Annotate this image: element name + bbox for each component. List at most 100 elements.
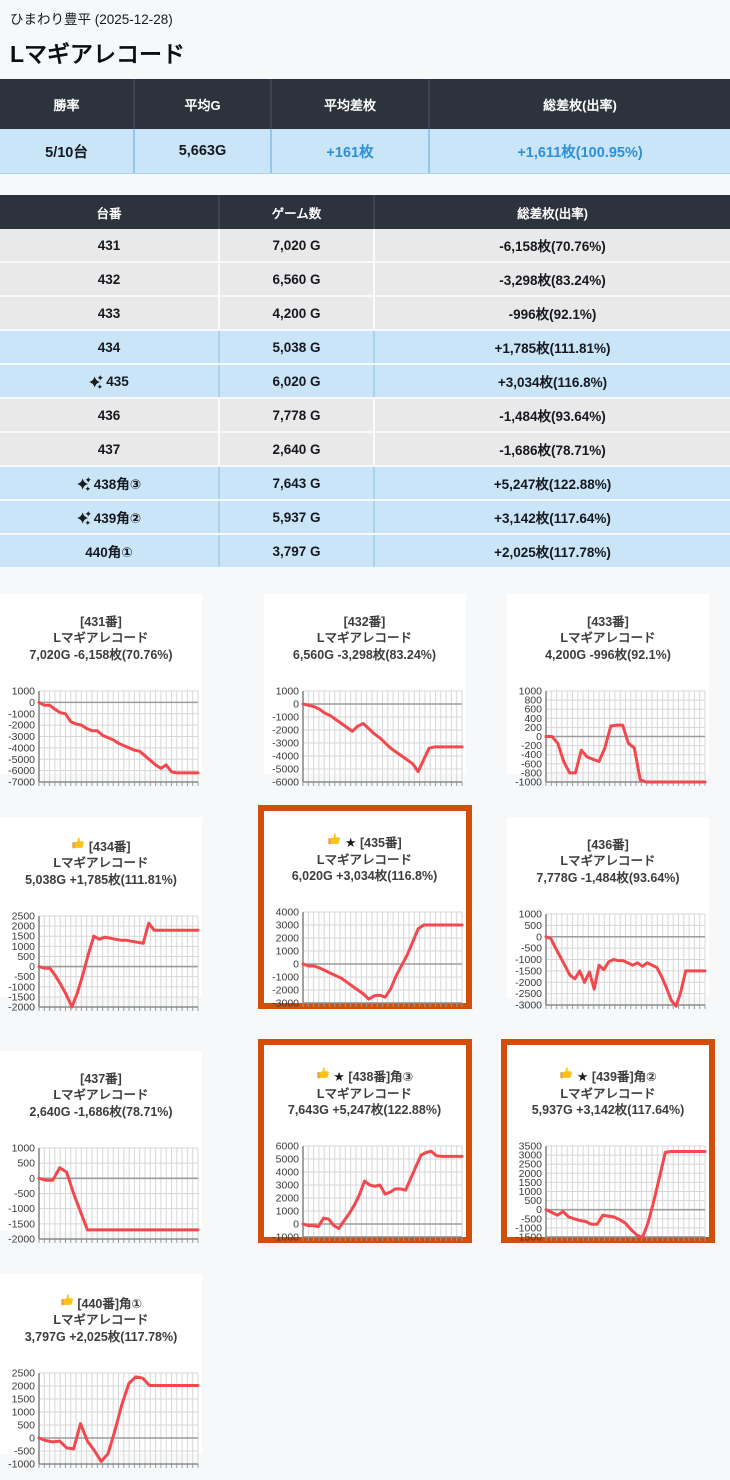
svg-text:0: 0 — [293, 959, 299, 971]
dai-cell: 436 — [0, 399, 220, 431]
sparkles-icon — [76, 476, 92, 492]
chart-title: [432番] Lマギアレコード 6,560G -3,298枚(83.24%) — [264, 594, 466, 663]
svg-text:-1000: -1000 — [515, 954, 542, 966]
thumbs-up-icon — [71, 836, 85, 850]
table-row[interactable]: 433 4,200 G -996枚(92.1%) — [0, 297, 730, 329]
diff-cell: -1,484枚(93.64%) — [499, 409, 606, 424]
dai-cell: 439角② — [0, 501, 220, 533]
svg-text:500: 500 — [524, 1195, 542, 1207]
dai-cell: 438角③ — [0, 467, 220, 499]
diff-cell: +1,785枚(111.81%) — [494, 341, 611, 356]
svg-text:4000: 4000 — [275, 907, 299, 919]
svg-text:0: 0 — [536, 931, 542, 943]
chart-card[interactable]: [437番] Lマギアレコード 2,640G -1,686枚(78.71%) 1… — [0, 1051, 202, 1245]
chart-title: [434番] Lマギアレコード 5,038G +1,785枚(111.81%) — [0, 817, 202, 888]
chart-card[interactable]: ★ [438番]角③ Lマギアレコード 7,643G +5,247枚(122.8… — [257, 1039, 472, 1244]
summary-value-avg-games: 5,663G — [135, 129, 272, 173]
chart-cell: ★ [435番] Lマギアレコード 6,020G +3,034枚(116.8%)… — [243, 805, 486, 1010]
table-row[interactable]: 439角② 5,937 G +3,142枚(117.64%) — [0, 501, 730, 533]
dai-cell: 431 — [0, 229, 220, 261]
svg-text:0: 0 — [29, 1173, 35, 1185]
svg-text:-1500: -1500 — [8, 1218, 35, 1230]
summary-header-winrate: 勝率 — [0, 79, 135, 129]
chart-card[interactable]: ★ [435番] Lマギアレコード 6,020G +3,034枚(116.8%)… — [257, 805, 472, 1010]
table-row[interactable]: 437 2,640 G -1,686枚(78.71%) — [0, 433, 730, 465]
summary-value-row: 5/10台 5,663G +161枚 +1,611枚(100.95%) — [0, 129, 730, 174]
table-row[interactable]: 432 6,560 G -3,298枚(83.24%) — [0, 263, 730, 295]
svg-text:-2000: -2000 — [8, 1001, 35, 1013]
svg-text:2000: 2000 — [519, 1168, 543, 1180]
svg-text:1000: 1000 — [519, 909, 543, 921]
chart-title: ★ [435番] Lマギアレコード 6,020G +3,034枚(116.8%) — [264, 811, 466, 884]
summary-header-row: 勝率 平均G 平均差枚 総差枚(出率) — [0, 79, 730, 129]
table-row[interactable]: 431 7,020 G -6,158枚(70.76%) — [0, 229, 730, 261]
chart-card[interactable]: [440番]角① Lマギアレコード 3,797G +2,025枚(117.78%… — [0, 1274, 202, 1470]
svg-text:1000: 1000 — [519, 686, 543, 698]
chart-dai-label: [439番]角② — [591, 1070, 657, 1084]
chart-cell: [432番] Lマギアレコード 6,560G -3,298枚(83.24%) 1… — [243, 593, 486, 788]
chart-card[interactable]: [436番] Lマギアレコード 7,778G -1,484枚(93.64%) 1… — [507, 817, 709, 1011]
machine-table-header-games: ゲーム数 — [220, 195, 375, 229]
svg-text:-1500: -1500 — [515, 965, 542, 977]
chart-result-label: 7,778G -1,484枚(93.64%) — [536, 870, 680, 885]
svg-text:-6000: -6000 — [8, 765, 35, 777]
svg-text:-500: -500 — [14, 1445, 35, 1457]
svg-text:-800: -800 — [521, 767, 542, 779]
chart-card[interactable]: [433番] Lマギアレコード 4,200G -996枚(92.1%) 1000… — [507, 594, 709, 788]
chart-machine-name: Lマギアレコード — [53, 1088, 149, 1103]
star-icon: ★ — [344, 835, 357, 850]
thumbs-up-icon — [559, 1066, 573, 1080]
chart-result-label: 4,200G -996枚(92.1%) — [545, 647, 671, 662]
svg-text:500: 500 — [17, 1419, 35, 1431]
thumbs-up-icon — [316, 1066, 330, 1080]
svg-text:0: 0 — [29, 961, 35, 973]
dai-cell: 437 — [0, 433, 220, 465]
svg-text:2500: 2500 — [519, 1159, 543, 1171]
summary-header-avg-games: 平均G — [135, 79, 272, 129]
svg-text:-2000: -2000 — [272, 724, 299, 736]
machine-number: 433 — [97, 305, 121, 321]
svg-text:1500: 1500 — [12, 1393, 36, 1405]
chart-cell: [434番] Lマギアレコード 5,038G +1,785枚(111.81%) … — [0, 805, 243, 1013]
dai-cell: 432 — [0, 263, 220, 295]
svg-text:-1500: -1500 — [8, 991, 35, 1003]
chart-card[interactable]: [431番] Lマギアレコード 7,020G -6,158枚(70.76%) 1… — [0, 594, 202, 788]
diff-cell: -6,158枚(70.76%) — [499, 239, 606, 254]
machine-table-header-diff: 総差枚(出率) — [517, 206, 588, 221]
star-icon: ★ — [333, 1069, 345, 1084]
machine-number: 436 — [97, 407, 121, 423]
summary-value-avg-diff: +161枚 — [272, 129, 430, 173]
svg-text:6000: 6000 — [275, 1141, 299, 1153]
chart-cell: [433番] Lマギアレコード 4,200G -996枚(92.1%) 1000… — [486, 593, 730, 788]
svg-text:2500: 2500 — [12, 1368, 36, 1380]
chart-dai-label: [436番] — [587, 838, 629, 852]
table-row[interactable]: 434 5,038 G +1,785枚(111.81%) — [0, 331, 730, 363]
dai-cell: 435 — [0, 365, 220, 397]
table-row[interactable]: 436 7,778 G -1,484枚(93.64%) — [0, 399, 730, 431]
table-row[interactable]: 438角③ 7,643 G +5,247枚(122.88%) — [0, 467, 730, 499]
table-row[interactable]: 440角① 3,797 G +2,025枚(117.78%) — [0, 535, 730, 567]
table-row[interactable]: 435 6,020 G +3,034枚(116.8%) — [0, 365, 730, 397]
chart-title: [431番] Lマギアレコード 7,020G -6,158枚(70.76%) — [0, 594, 202, 663]
svg-text:2000: 2000 — [275, 1193, 299, 1205]
chart-card[interactable]: ★ [439番]角② Lマギアレコード 5,937G +3,142枚(117.6… — [501, 1039, 715, 1244]
svg-text:200: 200 — [524, 722, 542, 734]
summary-table: 勝率 平均G 平均差枚 総差枚(出率) 5/10台 5,663G +161枚 +… — [0, 79, 730, 174]
svg-text:1000: 1000 — [12, 1143, 36, 1155]
svg-text:0: 0 — [29, 697, 35, 709]
svg-text:-2500: -2500 — [515, 988, 542, 1000]
chart-dai-label: [432番] — [343, 615, 386, 629]
chart-result-label: 3,797G +2,025枚(117.78%) — [24, 1329, 178, 1344]
chart-result-label: 2,640G -1,686枚(78.71%) — [29, 1104, 173, 1119]
chart-card[interactable]: [432番] Lマギアレコード 6,560G -3,298枚(83.24%) 1… — [263, 594, 466, 788]
chart-result-label: 6,020G +3,034枚(116.8%) — [291, 869, 438, 884]
chart-title: [440番]角① Lマギアレコード 3,797G +2,025枚(117.78%… — [0, 1274, 202, 1345]
chart-card[interactable]: [434番] Lマギアレコード 5,038G +1,785枚(111.81%) … — [0, 817, 202, 1013]
svg-text:3000: 3000 — [519, 1150, 543, 1162]
svg-text:-500: -500 — [14, 971, 35, 983]
diff-cell: -3,298枚(83.24%) — [499, 273, 606, 288]
